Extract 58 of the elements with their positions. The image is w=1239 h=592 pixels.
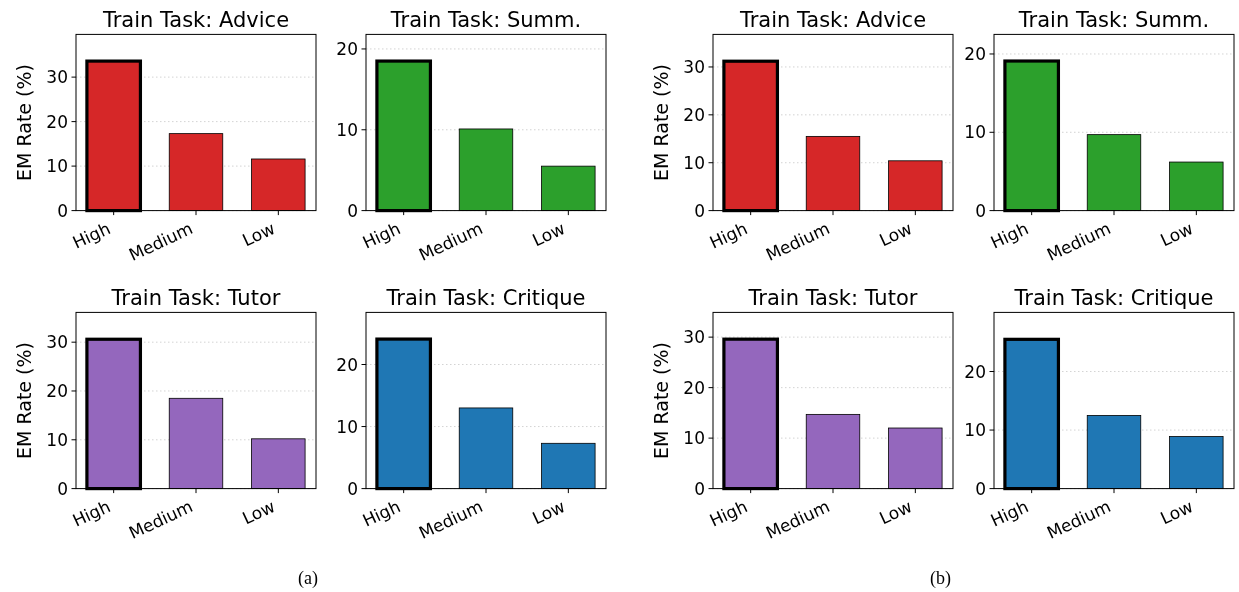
x-tick-label: High <box>359 218 404 253</box>
y-tick-label: 10 <box>46 429 68 450</box>
y-tick-label: 10 <box>683 152 705 173</box>
y-tick-label: 10 <box>683 428 705 449</box>
y-tick-label: 0 <box>347 478 358 499</box>
y-tick-label: 0 <box>975 200 986 221</box>
y-tick-label: 20 <box>964 361 986 382</box>
x-tick-label: High <box>987 496 1032 531</box>
x-tick-label: Low <box>1157 218 1197 251</box>
x-tick-label: High <box>706 496 751 531</box>
y-tick-label: 30 <box>46 67 68 88</box>
y-tick-label: 20 <box>683 377 705 398</box>
y-tick-label: 10 <box>336 416 358 437</box>
x-tick-label: High <box>987 218 1032 253</box>
y-tick-label: 20 <box>46 111 68 132</box>
text: (b) <box>930 568 951 589</box>
y-tick-label: 30 <box>683 57 705 78</box>
x-tick-label: Low <box>1157 496 1197 529</box>
y-tick-label: 0 <box>694 200 705 221</box>
y-axis-title: EM Rate (%) <box>650 64 672 181</box>
y-tick-label: 10 <box>46 156 68 177</box>
x-tick-label: Low <box>529 496 569 529</box>
chart-title: Train Task: Advice <box>738 8 927 33</box>
chart-title: Train Task: Summ. <box>389 8 582 33</box>
y-tick-label: 0 <box>694 478 705 499</box>
y-tick-label: 10 <box>964 122 986 143</box>
y-tick-label: 0 <box>347 200 358 221</box>
x-tick-label: Low <box>876 218 916 251</box>
y-tick-label: 20 <box>336 39 358 60</box>
chart-title: Train Task: Critique <box>1013 286 1214 311</box>
y-axis-title: EM Rate (%) <box>650 342 672 459</box>
x-tick-label: High <box>69 218 114 253</box>
y-tick-label: 20 <box>964 44 986 65</box>
y-tick-label: 20 <box>336 354 358 375</box>
text: (a) <box>298 568 318 589</box>
y-tick-label: 30 <box>683 327 705 348</box>
y-tick-label: 0 <box>975 478 986 499</box>
chart-title: Train Task: Advice <box>101 8 290 33</box>
x-tick-label: High <box>69 496 114 531</box>
x-tick-label: Low <box>239 496 279 529</box>
y-tick-label: 30 <box>46 332 68 353</box>
y-tick-label: 10 <box>336 119 358 140</box>
x-tick-label: High <box>706 218 751 253</box>
chart-title: Train Task: Tutor <box>110 286 281 311</box>
chart-title: Train Task: Summ. <box>1017 8 1210 33</box>
y-axis-title: EM Rate (%) <box>13 342 35 459</box>
x-tick-label: Low <box>876 496 916 529</box>
y-tick-label: 10 <box>964 420 986 441</box>
y-tick-label: 0 <box>57 200 68 221</box>
chart-title: Train Task: Critique <box>385 286 586 311</box>
y-axis-title: EM Rate (%) <box>13 64 35 181</box>
y-tick-label: 0 <box>57 478 68 499</box>
x-tick-label: Low <box>529 218 569 251</box>
y-tick-label: 20 <box>683 104 705 125</box>
chart-title: Train Task: Tutor <box>747 286 918 311</box>
y-tick-label: 20 <box>46 381 68 402</box>
x-tick-label: High <box>359 496 404 531</box>
x-tick-label: Low <box>239 218 279 251</box>
